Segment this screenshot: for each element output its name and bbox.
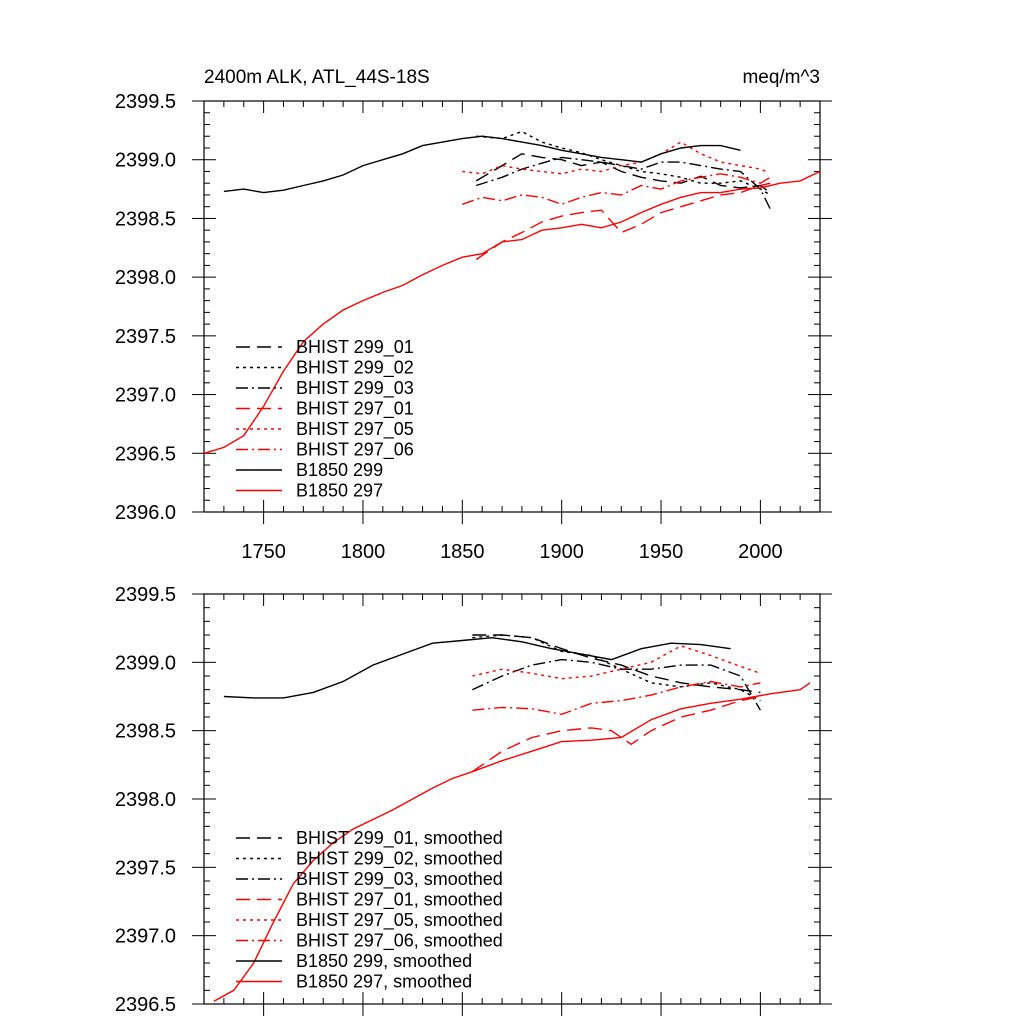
y-tick-label: 2397.5	[115, 326, 176, 348]
chart-title: 2400m ALK, ATL_44S-18S	[204, 67, 430, 88]
plot-frame	[203, 100, 821, 513]
y-tick-label: 2397.0	[115, 385, 176, 407]
legend-label: BHIST 297_05, smoothed	[296, 910, 503, 931]
series-line-3	[475, 182, 771, 261]
legend-label: BHIST 299_02, smoothed	[296, 849, 503, 870]
series-line-2	[475, 156, 771, 210]
legend-label: BHIST 299_02	[296, 358, 414, 379]
y-tick-label: 2398.5	[115, 208, 176, 230]
y-tick-label: 2399.0	[115, 652, 176, 674]
legend-label: BHIST 297_06, smoothed	[296, 931, 503, 952]
y-tick-label: 2398.0	[115, 267, 176, 289]
x-tick-label: 1800	[341, 541, 386, 563]
y-tick-label: 2397.0	[115, 926, 176, 948]
legend-label: B1850 297, smoothed	[296, 972, 472, 992]
y-tick-label: 2396.5	[115, 443, 176, 465]
legend-label: BHIST 299_01, smoothed	[296, 828, 503, 849]
series-line-0	[475, 153, 771, 194]
series-line-5	[462, 173, 771, 206]
series-line-6	[223, 636, 731, 699]
legend-label: BHIST 299_03	[296, 378, 414, 399]
y-tick-label: 2397.5	[115, 857, 176, 879]
legend-label: B1850 299, smoothed	[296, 951, 472, 971]
series-line-7	[213, 682, 811, 1002]
series-line-1	[476, 130, 771, 196]
series-line-5	[472, 680, 761, 716]
legend-label: BHIST 297_05	[296, 419, 414, 440]
x-tick-label: 1750	[241, 541, 286, 563]
legend-label: BHIST 299_01	[296, 337, 414, 358]
legend-label: BHIST 297_01	[296, 399, 414, 420]
chart-units: meq/m^3	[742, 67, 820, 88]
x-tick-label: 1900	[539, 541, 584, 563]
series-line-3	[471, 695, 761, 773]
legend-label: BHIST 297_06	[296, 440, 414, 461]
y-tick-label: 2396.5	[115, 994, 176, 1016]
series-line-4	[472, 645, 761, 680]
y-tick-label: 2399.5	[115, 91, 176, 113]
series-line-4	[462, 141, 767, 175]
y-tick-label: 2396.0	[115, 502, 176, 524]
series-line-6	[223, 135, 741, 194]
series-line-2	[472, 658, 762, 711]
legend-label: BHIST 299_03, smoothed	[296, 869, 503, 890]
x-tick-label: 1850	[440, 541, 485, 563]
y-tick-label: 2399.0	[115, 150, 176, 172]
y-tick-label: 2398.0	[115, 789, 176, 811]
panel-top: 1750 1800 1850 1900 1950 2000 2396.0 2396.5 2397…	[115, 67, 832, 563]
y-tick-label: 2398.5	[115, 721, 176, 743]
x-tick-label: 2000	[738, 541, 783, 563]
y-tick-label: 2399.5	[115, 584, 176, 606]
series-line-7	[203, 170, 821, 454]
legend-label: BHIST 297_01, smoothed	[296, 890, 503, 911]
x-tick-label: 1950	[639, 541, 684, 563]
panel-bottom: 2396.5 2397.0 2397.5 2398.0 2398.5 2399.0 2399…	[115, 584, 832, 1016]
legend-label: B1850 297	[296, 481, 383, 501]
legend-label: B1850 299	[296, 460, 383, 480]
